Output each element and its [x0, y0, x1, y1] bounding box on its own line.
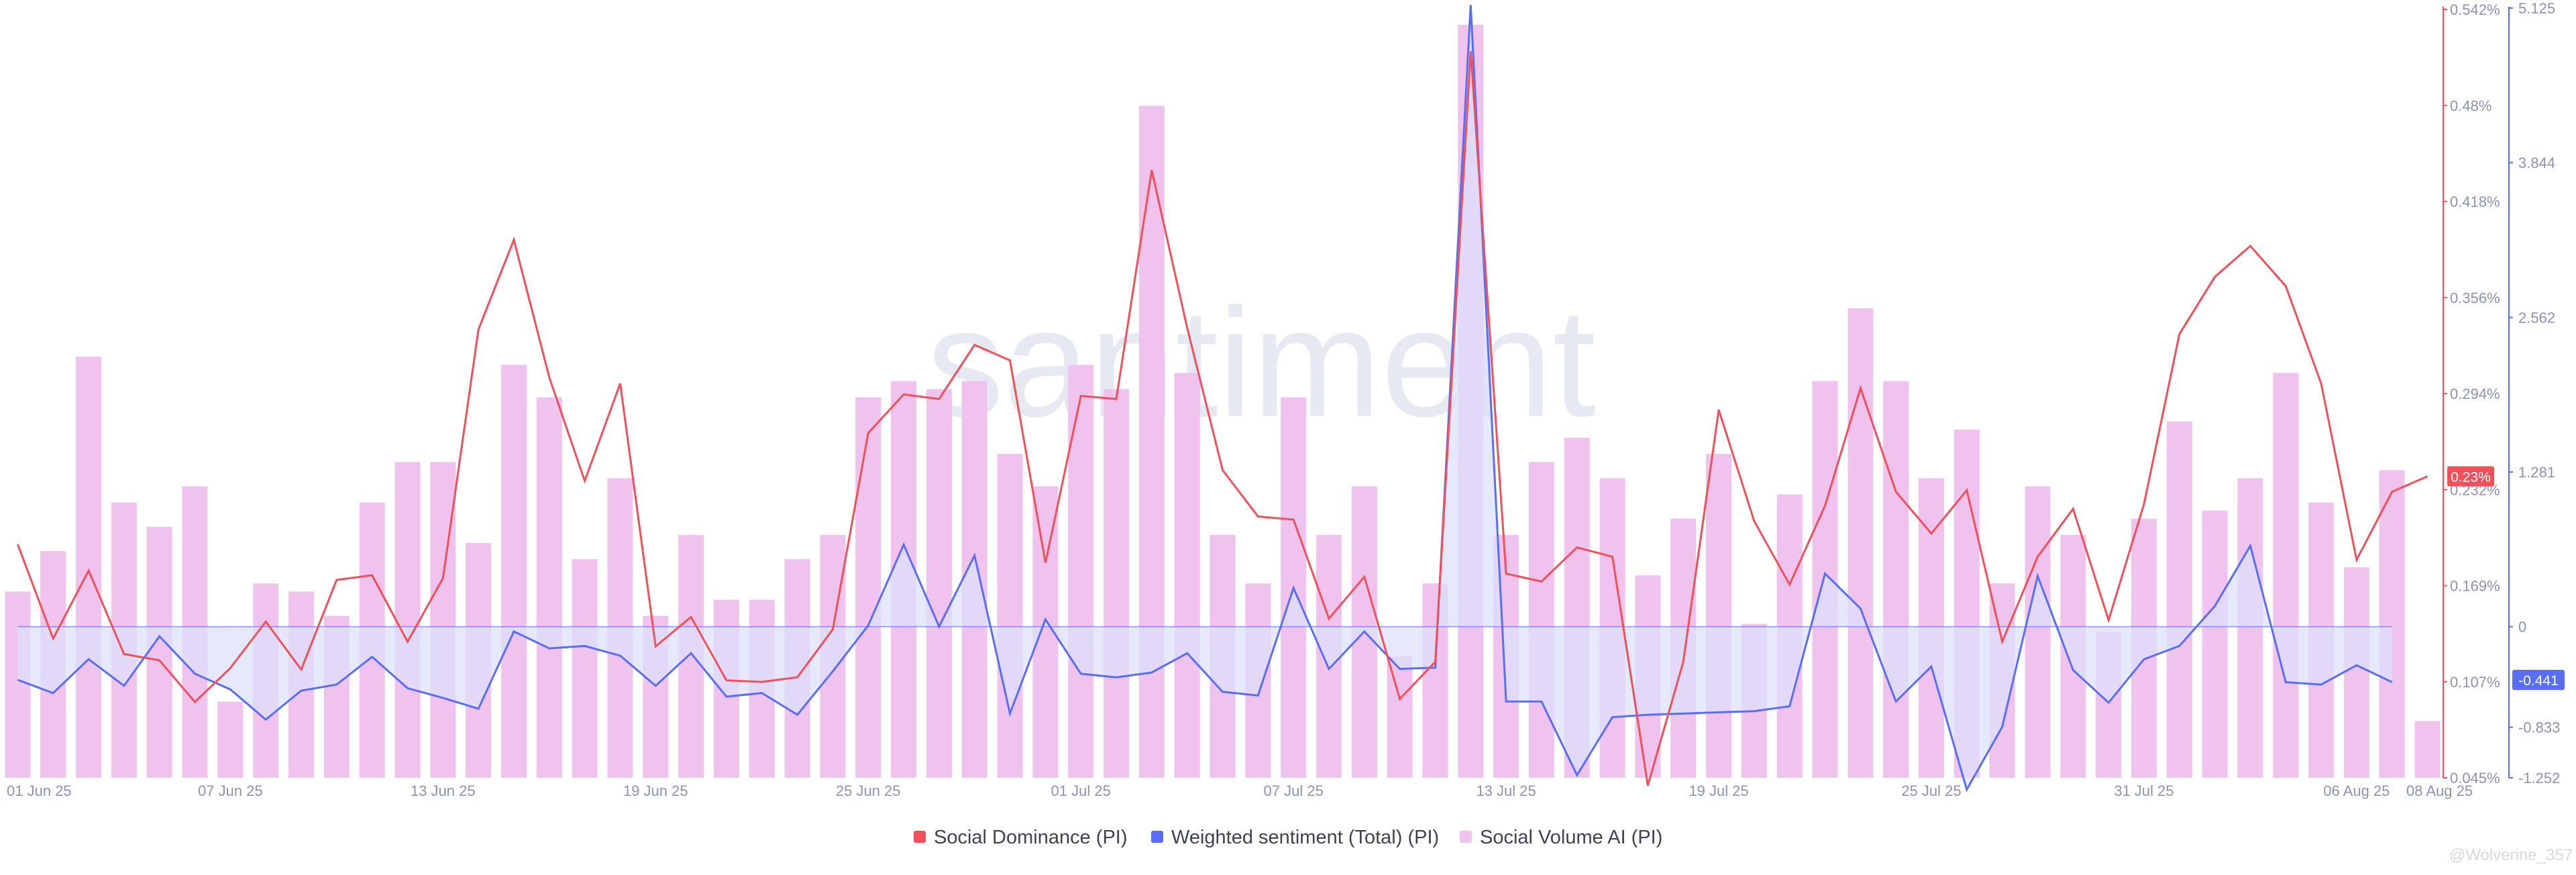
x-tick-label: 25 Jun 25	[836, 782, 901, 799]
volume-bar-30	[1068, 365, 1094, 778]
x-tick-label: 08 Aug 25	[2406, 782, 2473, 799]
sentiment-line	[17, 5, 2393, 793]
legend-label-2: Social Volume AI (PI)	[1480, 827, 1662, 848]
sentiment-current-label: -0.441	[2518, 673, 2559, 689]
legend: Social Dominance (PI) Weighted sentiment …	[914, 827, 1662, 848]
x-tick-label: 01 Jun 25	[7, 782, 72, 799]
sentiment-tick-label: 0	[2518, 619, 2526, 636]
sentiment-tick-label: 3.844	[2518, 155, 2555, 172]
dominance-current-badge	[2447, 466, 2494, 487]
volume-bar-53	[1883, 381, 1909, 778]
x-tick-label: 13 Jun 25	[411, 782, 476, 799]
volume-bar-64	[2273, 373, 2299, 778]
dominance-tick-label: 0.045%	[2450, 770, 2500, 786]
volume-bar-0	[5, 591, 31, 778]
dominance-line	[16, 51, 2428, 786]
sentiment-tick-label: -0.833	[2518, 719, 2560, 736]
volume-bar-62	[2202, 510, 2228, 778]
legend-swatch-2	[1460, 831, 1472, 843]
sentiment-tick-label: 5.125	[2518, 0, 2555, 17]
dominance-tick-label: 0.356%	[2450, 290, 2500, 306]
volume-bar-28	[997, 454, 1023, 778]
volume-bar-52	[1847, 308, 1874, 778]
dominance-tick-label: 0.542%	[2450, 1, 2500, 18]
volume-bar-24	[855, 397, 881, 778]
sentiment-series	[17, 5, 2393, 793]
dominance-tick-label: 0.418%	[2450, 194, 2500, 211]
volume-bar-11	[394, 462, 421, 778]
volume-bar-2	[76, 357, 101, 778]
x-tick-label: 07 Jun 25	[198, 782, 263, 799]
user-watermark: @Wolverine_357	[2449, 846, 2573, 864]
volume-bar-57	[2025, 486, 2051, 778]
sentiment-tick-label: -1.252	[2518, 770, 2560, 786]
legend-label-1: Weighted sentiment (Total) (PI)	[1171, 827, 1439, 848]
dominance-current-label: 0.23%	[2451, 469, 2491, 485]
volume-bar-26	[926, 389, 952, 778]
dominance-tick-label: 0.294%	[2450, 386, 2500, 402]
x-tick-label: 19 Jul 25	[1688, 782, 1748, 799]
volume-bar-6	[217, 701, 244, 778]
volume-bar-43	[1528, 462, 1554, 778]
x-tick-label: 01 Jul 25	[1051, 782, 1111, 799]
x-tick-label: 07 Jul 25	[1264, 782, 1324, 799]
volume-bar-14	[501, 365, 527, 778]
sentiment-tick-label: 1.281	[2518, 464, 2555, 481]
legend-label-0: Social Dominance (PI)	[934, 827, 1128, 848]
x-tick-label: 06 Aug 25	[2323, 782, 2390, 799]
volume-bar-66	[2343, 567, 2369, 778]
volume-bar-67	[2379, 470, 2405, 778]
sentiment-current-badge	[2512, 670, 2565, 691]
dominance-tick-label: 0.107%	[2450, 674, 2500, 691]
x-tick-label: 31 Jul 25	[2114, 782, 2174, 799]
volume-bar-4	[146, 526, 172, 778]
legend-swatch-1	[1151, 831, 1163, 843]
volume-bar-31	[1104, 389, 1129, 778]
volume-bar-39	[1387, 656, 1413, 778]
x-tick-label: 25 Jul 25	[1901, 782, 1961, 799]
sentiment-area	[17, 5, 2392, 790]
x-tick-label: 13 Jul 25	[1476, 782, 1536, 799]
dominance-tick-label: 0.48%	[2450, 97, 2491, 114]
volume-bar-16	[572, 559, 598, 778]
legend-swatch-0	[914, 831, 926, 843]
volume-bar-33	[1174, 373, 1200, 778]
x-tick-label: 19 Jun 25	[623, 782, 688, 799]
dominance-series	[16, 51, 2428, 786]
sentiment-tick-label: 2.562	[2518, 309, 2555, 326]
volume-bar-15	[536, 397, 562, 778]
volume-bar-68	[2414, 721, 2440, 778]
dominance-tick-label: 0.169%	[2450, 578, 2500, 595]
volume-bar-63	[2237, 478, 2263, 778]
axes: 0.542%0.48%0.418%0.356%0.294%0.232%0.169…	[7, 0, 2565, 799]
volume-bar-48	[1706, 454, 1731, 778]
volume-bar-61	[2166, 421, 2192, 778]
